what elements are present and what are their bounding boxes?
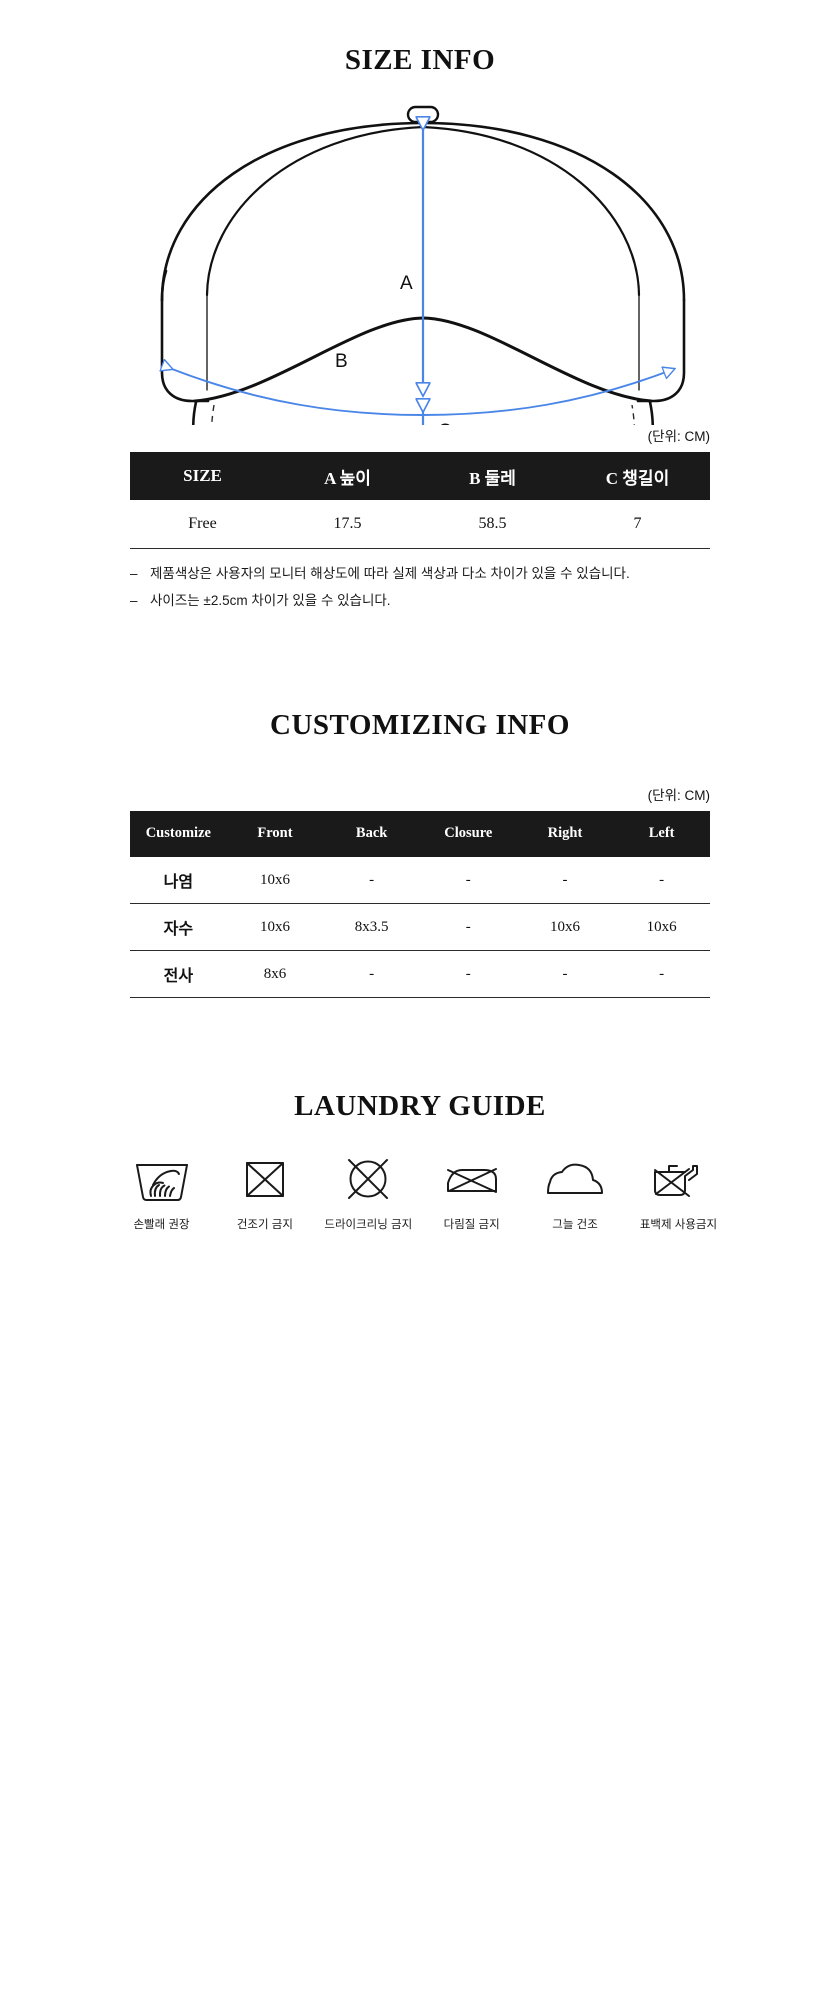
diagram-label-b: B [335, 351, 348, 372]
custom-cell-closure: - [419, 903, 517, 952]
table-row: 전사 8x6 - - - - [130, 950, 710, 999]
custom-cell-right: 10x6 [516, 903, 614, 952]
size-cell-circum: 58.5 [420, 500, 565, 549]
laundry-item-no-tumble-dry: 건조기 금지 [213, 1153, 316, 1232]
laundry-label: 표백제 사용금지 [639, 1219, 718, 1232]
no-bleach-icon [647, 1153, 709, 1205]
size-cell-brim: 7 [565, 500, 710, 549]
laundry-label: 드라이크리닝 금지 [324, 1219, 413, 1232]
laundry-guide-row: 손빨래 권장 건조기 금지 드라이크리닝 금지 [110, 1153, 730, 1232]
note-item: – 제품색상은 사용자의 모니터 해상도에 따라 실제 색상과 다소 차이가 있… [130, 565, 710, 592]
custom-col-header-closure: Closure [419, 810, 517, 857]
page-title-laundry-guide: LAUNDRY GUIDE [294, 1090, 546, 1123]
laundry-item-shade-dry: 그늘 건조 [524, 1153, 627, 1232]
laundry-item-hand-wash: 손빨래 권장 [110, 1153, 213, 1232]
custom-cell-left: - [613, 856, 710, 905]
laundry-item-no-iron: 다림질 금지 [420, 1153, 523, 1232]
laundry-item-no-dry-clean: 드라이크리닝 금지 [317, 1153, 420, 1232]
custom-cell-right: - [516, 856, 614, 905]
note-text: 사이즈는 ±2.5cm 차이가 있을 수 있습니다. [150, 592, 391, 608]
table-header-row: SIZE A 높이 B 둘레 C 챙길이 [130, 452, 710, 500]
customizing-table-unit-note: (단위: CM) [647, 787, 710, 803]
size-col-header-height: A 높이 [275, 452, 420, 500]
size-cell-name: Free [130, 500, 275, 549]
hand-wash-icon [131, 1153, 193, 1205]
size-col-header-circum: B 둘레 [420, 452, 565, 500]
laundry-label: 손빨래 권장 [133, 1219, 190, 1232]
note-dash: – [130, 592, 138, 608]
cap-button-icon [406, 105, 440, 124]
note-text: 제품색상은 사용자의 모니터 해상도에 따라 실제 색상과 다소 차이가 있을 … [150, 565, 630, 581]
customizing-table: Customize Front Back Closure Right Left … [130, 810, 710, 999]
custom-col-header-front: Front [226, 810, 324, 857]
no-tumble-dry-icon [234, 1153, 296, 1205]
page-title-customizing-info: CUSTOMIZING INFO [270, 708, 570, 741]
shade-dry-icon [544, 1153, 606, 1205]
custom-cell-back: - [323, 856, 420, 905]
custom-cell-right: - [516, 950, 614, 999]
table-row: Free 17.5 58.5 7 [130, 500, 710, 549]
size-notes-list: – 제품색상은 사용자의 모니터 해상도에 따라 실제 색상과 다소 차이가 있… [130, 565, 710, 619]
note-dash: – [130, 565, 138, 581]
note-item: – 사이즈는 ±2.5cm 차이가 있을 수 있습니다. [130, 592, 710, 619]
size-cell-height: 17.5 [275, 500, 420, 549]
diagram-label-a: A [400, 273, 413, 294]
size-col-header-size: SIZE [130, 452, 275, 500]
page-title-size-info: SIZE INFO [344, 44, 496, 76]
size-col-header-brim: C 챙길이 [565, 452, 710, 500]
table-row: 나염 10x6 - - - - [130, 856, 710, 905]
custom-cell-closure: - [419, 856, 517, 905]
cap-measurement-diagram: A B C [90, 95, 750, 425]
custom-cell-front: 8x6 [226, 950, 324, 999]
custom-cell-back: 8x3.5 [323, 903, 420, 952]
custom-cell-method: 자수 [130, 903, 227, 952]
custom-cell-back: - [323, 950, 420, 999]
laundry-item-no-bleach: 표백제 사용금지 [627, 1153, 730, 1232]
laundry-label: 그늘 건조 [552, 1219, 598, 1232]
no-dry-clean-icon [337, 1153, 399, 1205]
laundry-label: 건조기 금지 [236, 1219, 293, 1232]
table-row: 자수 10x6 8x3.5 - 10x6 10x6 [130, 903, 710, 952]
custom-cell-left: 10x6 [613, 903, 710, 952]
custom-col-header-left: Left [613, 810, 710, 857]
custom-cell-front: 10x6 [226, 903, 324, 952]
custom-cell-front: 10x6 [226, 856, 324, 905]
no-iron-icon [441, 1153, 503, 1205]
custom-col-header-right: Right [516, 810, 614, 857]
size-table-unit-note: (단위: CM) [647, 429, 710, 444]
custom-col-header-customize: Customize [130, 810, 227, 857]
diagram-label-c: C [438, 421, 452, 425]
custom-cell-method: 전사 [130, 950, 227, 999]
custom-col-header-back: Back [323, 810, 420, 857]
custom-cell-method: 나염 [130, 856, 227, 905]
size-info-page: SIZE INFO [90, 0, 750, 1232]
custom-cell-closure: - [419, 950, 517, 999]
size-table: SIZE A 높이 B 둘레 C 챙길이 Free 17.5 58.5 7 [130, 452, 710, 549]
table-header-row: Customize Front Back Closure Right Left [130, 810, 710, 857]
custom-cell-left: - [613, 950, 710, 999]
laundry-label: 다림질 금지 [443, 1219, 500, 1232]
